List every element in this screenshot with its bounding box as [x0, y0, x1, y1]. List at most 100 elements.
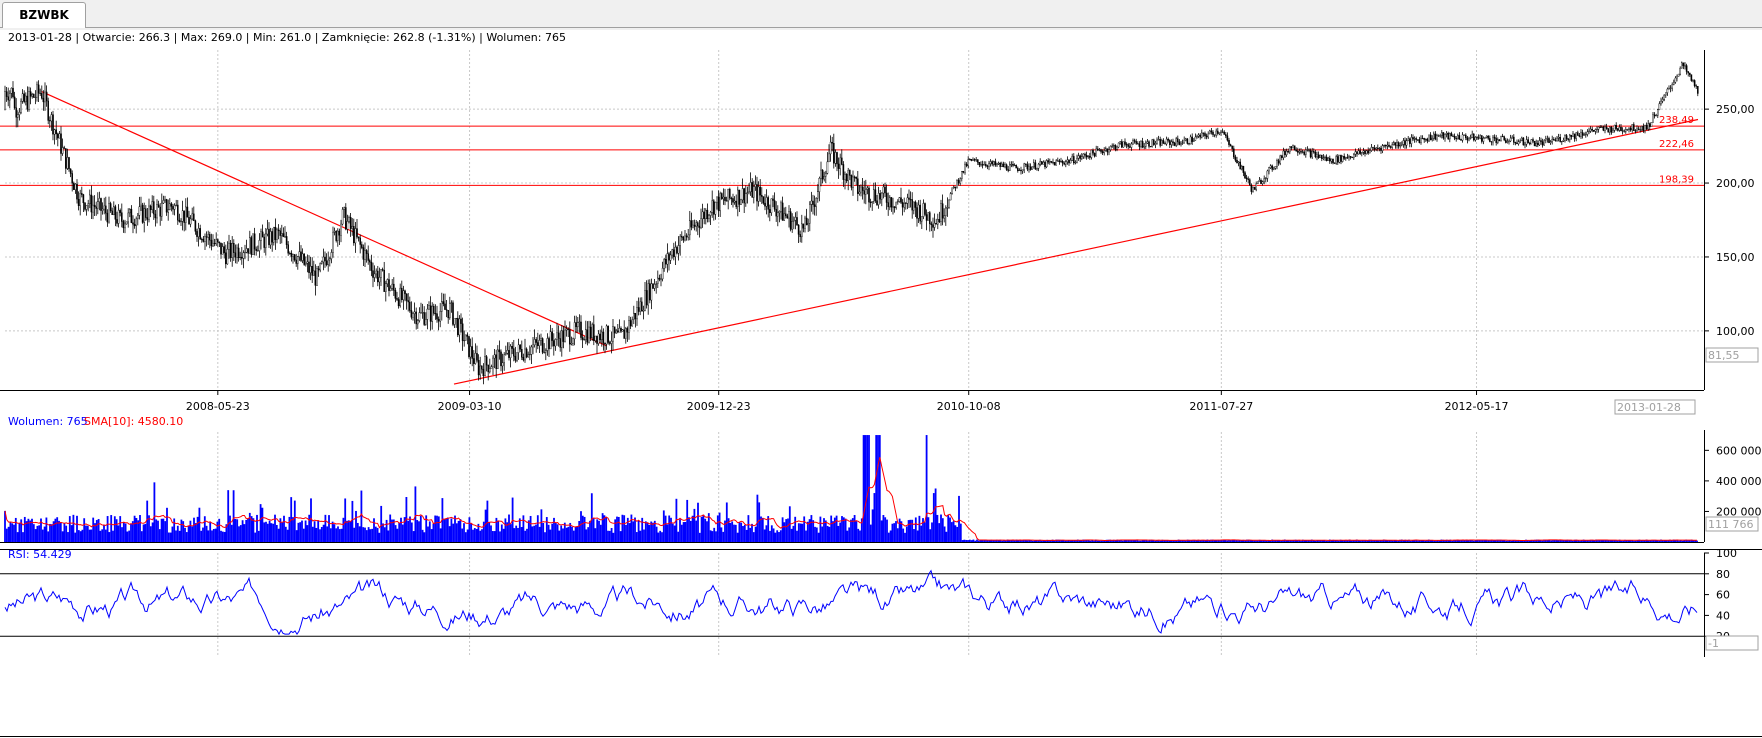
candle-body: [146, 217, 149, 220]
volume-bar: [329, 528, 332, 542]
volume-bar: [194, 523, 197, 542]
candle-body: [257, 250, 259, 252]
volume-bar: [639, 530, 642, 542]
candle-body: [378, 277, 381, 283]
candle-body: [37, 84, 40, 94]
volume-bar: [884, 517, 887, 542]
candle-body: [1632, 124, 1635, 131]
candle-body: [1375, 147, 1377, 150]
candle-body: [1119, 141, 1121, 144]
candle-body: [801, 223, 803, 238]
candle-body: [740, 199, 742, 205]
candle-body: [1036, 167, 1038, 170]
volume-bar: [1622, 540, 1625, 542]
volume-bar: [445, 518, 447, 542]
candle-body: [594, 335, 597, 341]
volume-bar: [1096, 540, 1099, 542]
volume-bar: [1654, 540, 1657, 542]
price-info-text: 2013-01-28 | Otwarcie: 266.3 | Max: 269.…: [8, 31, 566, 44]
volume-bar: [769, 530, 771, 542]
volume-bar: [1085, 539, 1088, 542]
volume-bar: [698, 532, 701, 542]
candle-body: [993, 161, 995, 165]
candle-body: [128, 208, 131, 214]
volume-bar: [925, 435, 928, 542]
candle-body: [796, 217, 798, 226]
volume-bar: [553, 517, 555, 542]
volume-bar: [967, 540, 969, 542]
volume-bar: [760, 516, 762, 542]
candle-body: [460, 318, 462, 324]
candle-body: [1236, 160, 1238, 164]
candle-body: [1269, 165, 1272, 168]
candle-body: [743, 188, 745, 204]
candle-body: [1586, 131, 1589, 135]
volume-bar: [927, 517, 930, 542]
candle-body: [1495, 138, 1497, 143]
candle-body: [1578, 135, 1581, 137]
y-tick-label: 200,00: [1716, 177, 1755, 190]
candle-body: [538, 340, 541, 346]
candle-body: [253, 233, 256, 250]
chart-svg[interactable]: 2013-01-28 | Otwarcie: 266.3 | Max: 269.…: [0, 30, 1762, 738]
volume-bar: [1319, 540, 1322, 542]
volume-bar: [799, 523, 802, 542]
volume-bar: [337, 526, 339, 542]
volume-bar: [1582, 539, 1585, 542]
candle-body: [985, 164, 987, 166]
candle-body: [852, 176, 854, 188]
candle-body: [1322, 157, 1325, 159]
candle-body: [1028, 166, 1030, 170]
candle-body: [1082, 153, 1085, 157]
volume-bar: [367, 527, 370, 542]
volume-bar: [850, 519, 852, 542]
tab-bzwbk[interactable]: BZWBK: [2, 2, 86, 28]
volume-bar: [1663, 540, 1666, 542]
candle-body: [477, 360, 480, 376]
volume-bar: [391, 519, 393, 542]
candle-body: [665, 259, 667, 265]
volume-bar: [1037, 540, 1040, 542]
candle-body: [5, 91, 8, 97]
candle-body: [965, 163, 968, 167]
candle-body: [1533, 140, 1536, 147]
candle-body: [1434, 133, 1437, 140]
volume-bar: [488, 521, 491, 542]
sma-line: [4, 457, 1697, 542]
candle-body: [829, 141, 832, 155]
candle-body: [1276, 160, 1278, 167]
volume-bar: [781, 517, 784, 542]
volume-bar: [644, 521, 647, 542]
volume-panel: Wolumen: 765 SMA[10]: 4580.10 200 000400…: [4, 415, 1762, 542]
candle-body: [1140, 141, 1142, 147]
candle-body: [399, 287, 402, 307]
candle-body: [770, 198, 773, 213]
candle-body: [1530, 139, 1533, 145]
candle-body: [1415, 138, 1417, 140]
candle-body: [1370, 147, 1373, 151]
volume-bar: [7, 526, 10, 542]
x-tick-label: 2009-12-23: [687, 400, 751, 413]
candle-body: [1532, 139, 1534, 142]
volume-bar: [607, 530, 609, 542]
volume-bar: [754, 526, 757, 542]
volume-bar: [328, 515, 330, 542]
candle-body: [1162, 140, 1165, 144]
candle-body: [1192, 140, 1195, 142]
candle-body: [945, 207, 947, 216]
candle-body: [1061, 161, 1064, 164]
volume-bar: [383, 527, 386, 542]
candle-body: [1090, 149, 1093, 158]
candle-body: [1079, 155, 1081, 159]
candle-body: [119, 210, 121, 213]
volume-bar: [990, 539, 993, 542]
candle-body: [895, 201, 897, 208]
candle-body: [485, 356, 488, 366]
rsi-y-axis: 20406080100: [1704, 547, 1737, 643]
volume-bar: [1494, 540, 1497, 542]
volume-bar: [1044, 540, 1047, 542]
candle-body: [455, 317, 458, 319]
volume-bar: [83, 518, 86, 542]
volume-bar: [860, 518, 863, 542]
volume-bar: [846, 530, 849, 542]
